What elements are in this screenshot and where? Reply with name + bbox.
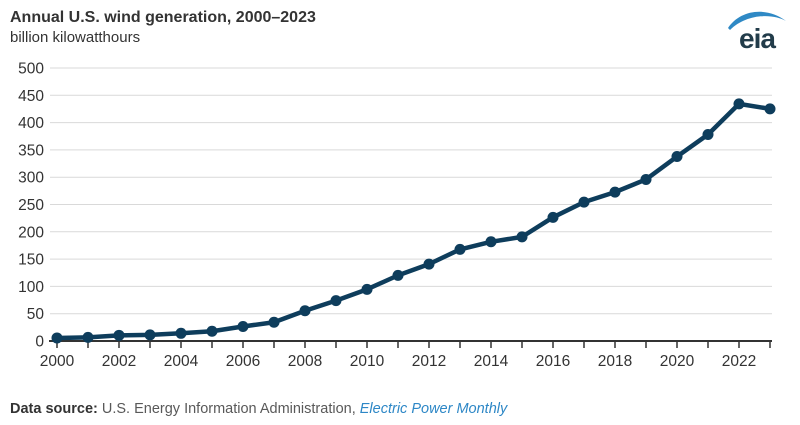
y-axis-label: 500 [18, 61, 44, 78]
x-axis-label: 2022 [722, 353, 756, 370]
data-point [82, 331, 94, 343]
wind-generation-line-chart: 0 50 100 150 200 250 300 350 400 450 500 2000 2002 20… [18, 61, 776, 370]
data-source-text: U.S. Energy Information Administration, [97, 401, 360, 417]
chart-subtitle: billion kilowatthours [10, 29, 141, 46]
y-axis-label: 250 [18, 197, 44, 214]
data-point [578, 196, 590, 208]
data-point [330, 295, 342, 307]
electric-power-monthly-link[interactable]: Electric Power Monthly [359, 401, 508, 417]
data-point [733, 98, 745, 110]
data-point [206, 325, 218, 337]
y-axis-label: 0 [35, 334, 44, 351]
data-point [392, 269, 404, 281]
data-point [361, 283, 373, 295]
chart-area: 0 50 100 150 200 250 300 350 400 450 500 2000 2002 20… [0, 52, 800, 382]
x-axis-label: 2006 [226, 353, 260, 370]
y-axis-label: 400 [18, 115, 44, 132]
eia-logo: eia [728, 11, 786, 52]
y-axis-label: 450 [18, 88, 44, 105]
x-axis-label: 2018 [598, 353, 632, 370]
data-point [702, 129, 714, 141]
x-axis-label: 2000 [40, 353, 75, 370]
chart-header: Annual U.S. wind generation, 2000–2023 b… [10, 8, 720, 48]
data-point [175, 327, 187, 339]
y-axis-label: 150 [18, 252, 44, 269]
data-point [454, 243, 466, 255]
x-axis-label: 2002 [102, 353, 136, 370]
y-axis-label: 200 [18, 224, 44, 241]
data-point [516, 231, 528, 243]
data-point [423, 258, 435, 270]
y-axis-label: 350 [18, 142, 44, 159]
x-axis-label: 2012 [412, 353, 446, 370]
y-axis-label: 100 [18, 279, 44, 296]
x-axis-label: 2016 [536, 353, 570, 370]
y-axis-label: 50 [27, 306, 45, 323]
data-point [609, 186, 621, 198]
data-line [54, 101, 773, 341]
x-axis-label: 2020 [660, 353, 695, 370]
data-point [113, 329, 125, 341]
data-source-note: Data source: U.S. Energy Information Adm… [10, 401, 507, 417]
x-axis-label: 2010 [350, 353, 385, 370]
data-point [485, 236, 497, 248]
data-point [547, 211, 559, 223]
eia-logo-text: eia [739, 23, 776, 52]
x-axis-label: 2014 [474, 353, 509, 370]
data-point [640, 173, 652, 185]
eia-logo-swoosh-icon [728, 11, 786, 30]
y-axis-label: 300 [18, 170, 44, 187]
data-source-label: Data source: [10, 401, 98, 417]
data-point [299, 305, 311, 317]
data-point [764, 103, 776, 115]
data-point [671, 151, 683, 163]
chart-title: Annual U.S. wind generation, 2000–2023 [10, 9, 316, 26]
data-point [144, 329, 156, 341]
data-point [51, 332, 63, 344]
data-point [268, 316, 280, 328]
data-point [237, 320, 249, 332]
x-axis-label: 2004 [164, 353, 199, 370]
x-axis-label: 2008 [288, 353, 322, 370]
